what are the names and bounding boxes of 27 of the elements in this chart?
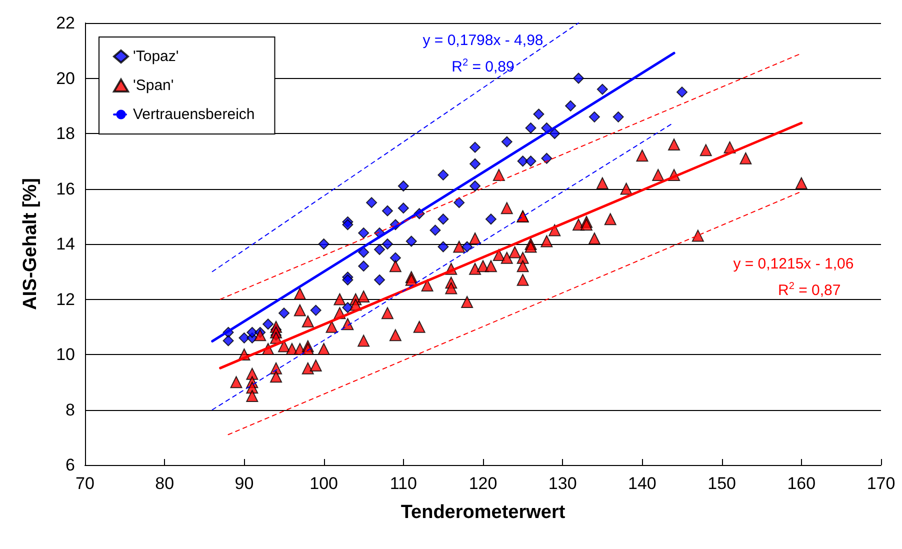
y-tick-label: 20 <box>56 68 75 88</box>
y-tick-label: 22 <box>56 14 75 32</box>
x-tick-label: 160 <box>787 474 816 493</box>
x-tick-label: 170 <box>866 474 896 493</box>
x-tick-label: 70 <box>76 474 94 493</box>
x-tick-label: 120 <box>468 474 498 493</box>
y-tick-label: 10 <box>56 345 75 364</box>
legend-label: 'Topaz' <box>133 48 179 65</box>
legend-label: Vertrauensbereich <box>133 106 255 123</box>
x-axis-title: Tenderometerwert <box>400 502 566 523</box>
annotation: y = 0,1215x - 1,06 <box>733 255 854 272</box>
y-tick-label: 14 <box>56 234 75 254</box>
annotation: y = 0,1798x - 4,98 <box>422 32 544 50</box>
x-tick-label: 130 <box>548 474 577 493</box>
x-tick-label: 80 <box>155 474 174 493</box>
x-tick-label: 150 <box>708 474 736 493</box>
y-axis-title: AIS-Gehalt [%] <box>20 178 41 310</box>
legend-label: 'Span' <box>133 77 174 94</box>
x-tick-label: 110 <box>390 474 417 493</box>
y-tick-label: 16 <box>56 179 75 198</box>
x-tick-label: 90 <box>234 474 254 493</box>
y-tick-label: 18 <box>56 124 75 143</box>
x-tick-label: 140 <box>628 474 656 493</box>
y-tick-label: 6 <box>66 456 75 474</box>
y-tick-label: 8 <box>66 400 75 420</box>
x-tick-label: 100 <box>310 474 338 493</box>
y-tick-label: 12 <box>56 290 75 309</box>
